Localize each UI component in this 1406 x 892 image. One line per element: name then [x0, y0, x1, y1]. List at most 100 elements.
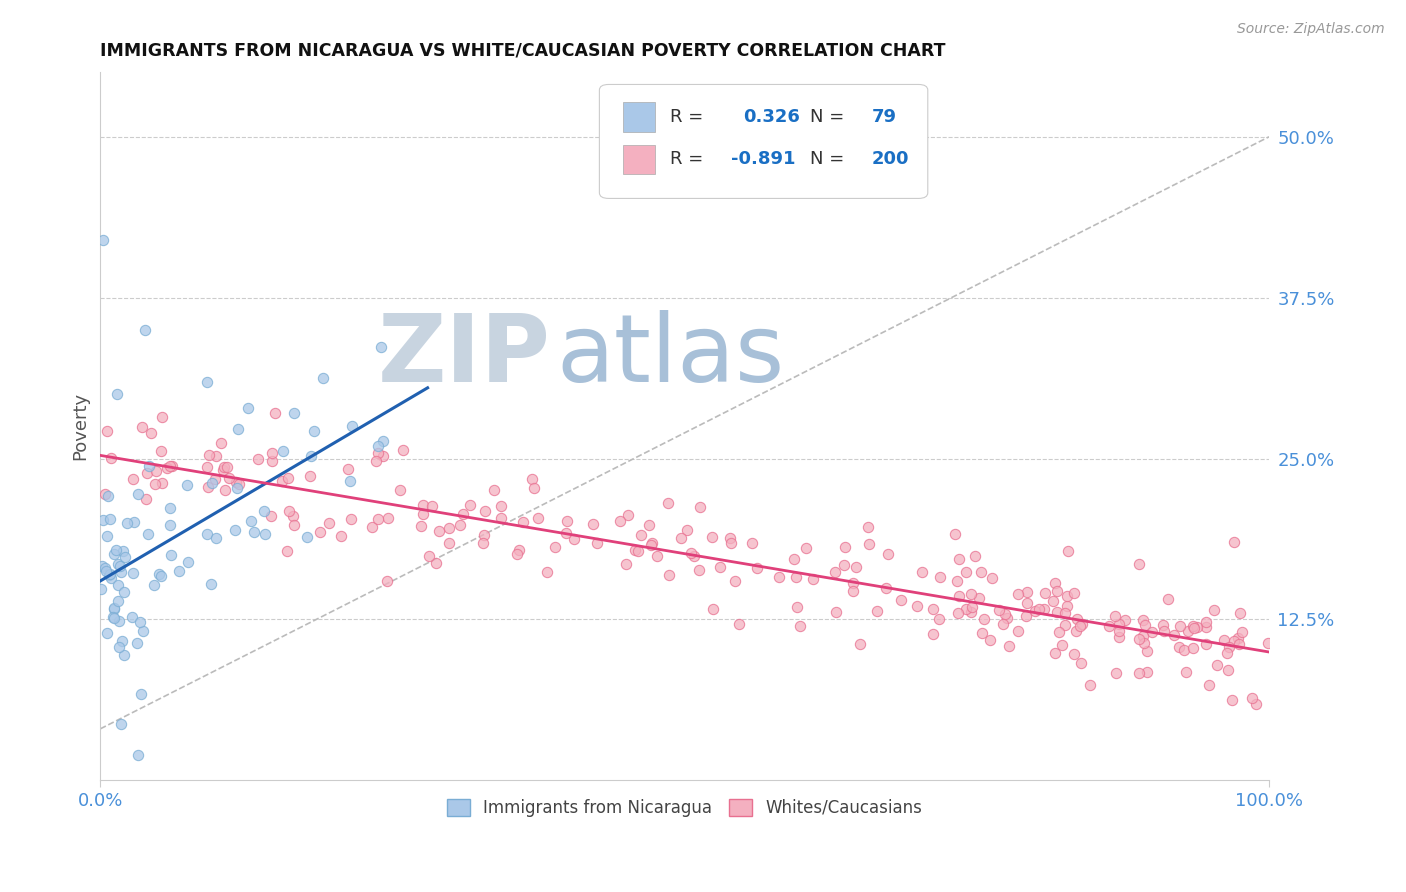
Point [1244, 698, 1267, 712]
Point [449, 517, 471, 532]
Point [129, 687, 152, 701]
Point [955, 565, 977, 579]
Point [1069, 618, 1091, 632]
Point [1227, 637, 1250, 651]
Point [1163, 628, 1185, 642]
Point [614, 558, 637, 572]
Point [340, 418, 363, 433]
Point [104, 542, 127, 557]
Point [1136, 643, 1159, 657]
Point [159, 500, 181, 515]
Point [988, 603, 1011, 617]
Point [1230, 625, 1253, 640]
FancyBboxPatch shape [623, 103, 655, 132]
Point [1043, 646, 1066, 660]
Point [536, 565, 558, 579]
Point [145, 464, 167, 478]
Point [139, 426, 162, 441]
Point [259, 509, 281, 524]
Point [276, 544, 298, 558]
Point [96, 626, 118, 640]
Point [1198, 678, 1220, 692]
Point [609, 514, 631, 528]
Point [856, 520, 879, 534]
Point [1028, 602, 1050, 616]
Point [783, 552, 806, 566]
Point [1216, 663, 1239, 677]
Point [1064, 624, 1087, 638]
Point [741, 536, 763, 550]
Point [96, 564, 118, 578]
Point [1223, 535, 1246, 549]
Point [624, 543, 647, 558]
Point [211, 463, 233, 477]
Point [111, 544, 134, 558]
Point [391, 442, 413, 457]
Point [1017, 585, 1039, 599]
Point [1108, 631, 1130, 645]
Point [388, 483, 411, 497]
Point [373, 449, 395, 463]
Point [1063, 647, 1085, 661]
Point [785, 570, 807, 584]
Point [1133, 635, 1156, 649]
Point [238, 401, 260, 415]
Point [1177, 624, 1199, 638]
Point [1108, 624, 1130, 638]
FancyBboxPatch shape [623, 145, 655, 174]
Point [420, 499, 443, 513]
Point [794, 541, 817, 555]
Point [239, 514, 262, 528]
Point [1066, 612, 1088, 626]
Text: 200: 200 [872, 151, 910, 169]
Point [418, 549, 440, 563]
Point [1167, 640, 1189, 654]
Point [585, 536, 607, 550]
Point [131, 420, 153, 434]
Point [1206, 658, 1229, 673]
Point [107, 593, 129, 607]
Point [262, 446, 284, 460]
Point [115, 516, 138, 530]
Point [965, 549, 987, 563]
Point [786, 599, 808, 614]
Point [312, 371, 335, 385]
Point [127, 486, 149, 500]
Point [512, 516, 534, 530]
Point [340, 512, 363, 526]
Point [1007, 624, 1029, 638]
Text: R =: R = [669, 108, 709, 126]
Point [100, 451, 122, 466]
Point [1174, 665, 1197, 680]
Point [955, 601, 977, 615]
Point [970, 565, 993, 579]
Point [911, 565, 934, 579]
Point [1240, 690, 1263, 705]
Point [582, 516, 605, 531]
Point [283, 508, 305, 523]
Point [825, 605, 848, 619]
Point [1182, 619, 1205, 633]
Point [150, 476, 173, 491]
Point [1152, 618, 1174, 632]
Point [1056, 599, 1078, 613]
Point [107, 578, 129, 592]
Point [929, 570, 952, 584]
Text: 79: 79 [872, 108, 897, 126]
Point [297, 530, 319, 544]
FancyBboxPatch shape [599, 85, 928, 198]
Point [1047, 625, 1070, 640]
Point [959, 605, 981, 619]
Point [427, 524, 450, 538]
Point [224, 523, 246, 537]
Point [1114, 613, 1136, 627]
Point [1070, 656, 1092, 670]
Point [720, 536, 742, 550]
Point [215, 460, 238, 475]
Point [472, 528, 495, 542]
Point [96, 529, 118, 543]
Point [412, 507, 434, 521]
Point [1182, 621, 1205, 635]
Point [905, 599, 928, 614]
Point [948, 606, 970, 620]
